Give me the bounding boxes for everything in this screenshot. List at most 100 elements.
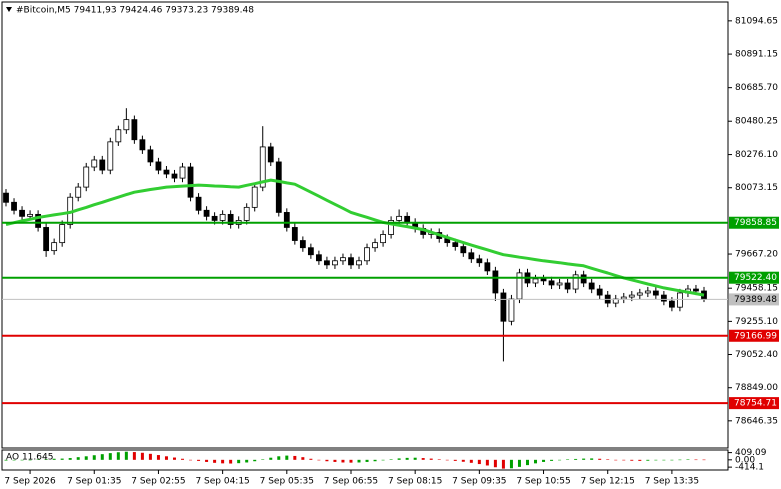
- ao-bar: [582, 458, 586, 460]
- candle-body: [468, 252, 475, 260]
- candle-body: [596, 288, 603, 296]
- ao-bar: [606, 459, 610, 460]
- y-tick-label: 81094.65: [735, 16, 778, 26]
- level-label-bg: [729, 329, 779, 342]
- candle-body: [11, 201, 17, 211]
- last-price-label: 79389.48: [734, 295, 777, 305]
- candle-body: [243, 206, 250, 221]
- ao-bar: [28, 459, 32, 461]
- y-tick-label: 80073.15: [735, 183, 778, 193]
- candle-body: [179, 166, 186, 179]
- ao-bar: [509, 459, 513, 469]
- level-label: 79858.85: [734, 218, 777, 228]
- x-tick-label: 7 Sep 04:15: [195, 477, 249, 487]
- y-tick-label: 79458.15: [735, 284, 778, 294]
- ao-bar: [397, 458, 401, 460]
- ao-bar: [349, 459, 353, 463]
- y-tick-label: 79255.10: [735, 317, 778, 327]
- level-label: 79166.99: [734, 331, 777, 341]
- ao-bar: [477, 459, 481, 465]
- ao-bar: [453, 459, 457, 461]
- candle-body: [644, 290, 651, 294]
- ao-bar: [694, 459, 698, 461]
- candle-body: [99, 159, 106, 171]
- candle-body: [660, 294, 667, 302]
- ao-bar: [501, 459, 505, 469]
- candle-body: [19, 209, 25, 217]
- ao-bar: [670, 459, 674, 461]
- candle-body: [3, 192, 9, 203]
- candle-body: [556, 282, 563, 286]
- ao-bar: [461, 459, 465, 462]
- y-tick-label: 80480.25: [735, 117, 778, 127]
- header-bg: [14, 3, 244, 16]
- candle-body: [251, 186, 258, 208]
- candle-body: [83, 166, 90, 188]
- ao-bar: [277, 456, 281, 460]
- y-tick-label: 409.09: [735, 448, 767, 458]
- candle-body: [652, 290, 659, 296]
- candle-body: [540, 278, 547, 282]
- ao-bar: [437, 459, 441, 460]
- candle-body: [75, 186, 82, 198]
- candle-body: [267, 146, 274, 163]
- ao-bar: [20, 459, 24, 461]
- ao-bar: [221, 459, 225, 464]
- ao-bar: [116, 452, 120, 460]
- candle-body: [147, 149, 154, 163]
- ao-bar: [630, 459, 634, 461]
- x-tick-label: 7 Sep 12:15: [581, 477, 635, 487]
- candle-body: [492, 270, 499, 294]
- candle-body: [115, 129, 122, 143]
- ao-bar: [205, 459, 209, 462]
- ao-bar: [445, 459, 449, 461]
- ao-bar: [68, 458, 72, 460]
- ao-bar: [646, 459, 650, 461]
- chart-title: #Bitcoin,M5 79411,93 79424.46 79373.23 7…: [16, 6, 254, 16]
- ao-bar: [253, 459, 257, 462]
- ao-bar: [638, 459, 642, 461]
- candle-body: [484, 262, 491, 272]
- ao-bar: [36, 459, 40, 460]
- candle-body: [259, 146, 266, 188]
- y-tick-label: 0.00: [735, 455, 755, 465]
- x-tick-label: 7 Sep 06:55: [324, 477, 378, 487]
- candle-body: [35, 213, 42, 228]
- y-tick-label: 80891.15: [735, 50, 778, 60]
- candle-body: [307, 247, 314, 256]
- ao-bar: [517, 459, 521, 467]
- ao-bar: [92, 455, 96, 460]
- candle-body: [332, 260, 338, 266]
- ao-bar: [566, 459, 570, 460]
- ao-bar: [245, 459, 249, 463]
- ao-bar: [534, 459, 538, 464]
- x-tick-label: 7 Sep 08:15: [388, 477, 442, 487]
- candle-body: [348, 257, 354, 266]
- candle-body: [324, 260, 330, 266]
- y-tick-label: 79667.20: [735, 250, 778, 260]
- ao-bar: [365, 459, 369, 462]
- ao-bar: [261, 459, 265, 460]
- header-icon: [6, 7, 12, 12]
- level-label-bg: [729, 271, 779, 284]
- candle-body: [564, 282, 571, 290]
- ao-bar: [662, 459, 666, 461]
- main-frame: [1, 1, 729, 449]
- ao-bar: [293, 455, 297, 460]
- ao-bar: [108, 453, 112, 460]
- ao-bar: [148, 453, 152, 460]
- candle-body: [163, 169, 170, 175]
- x-tick-label: 7 Sep 01:35: [67, 477, 121, 487]
- ao-bar: [100, 454, 104, 460]
- ao-bar: [622, 459, 626, 461]
- candle-body: [91, 159, 98, 168]
- moving-average: [5, 178, 705, 297]
- ao-bar: [325, 459, 329, 462]
- x-tick-label: 7 Sep 2026: [4, 477, 56, 487]
- ao-bar: [317, 459, 321, 461]
- ao-bar: [269, 457, 273, 460]
- ao-bar: [493, 459, 497, 468]
- y-tick-label: 78646.35: [735, 416, 778, 426]
- y-tick-label: -414.1: [735, 463, 764, 473]
